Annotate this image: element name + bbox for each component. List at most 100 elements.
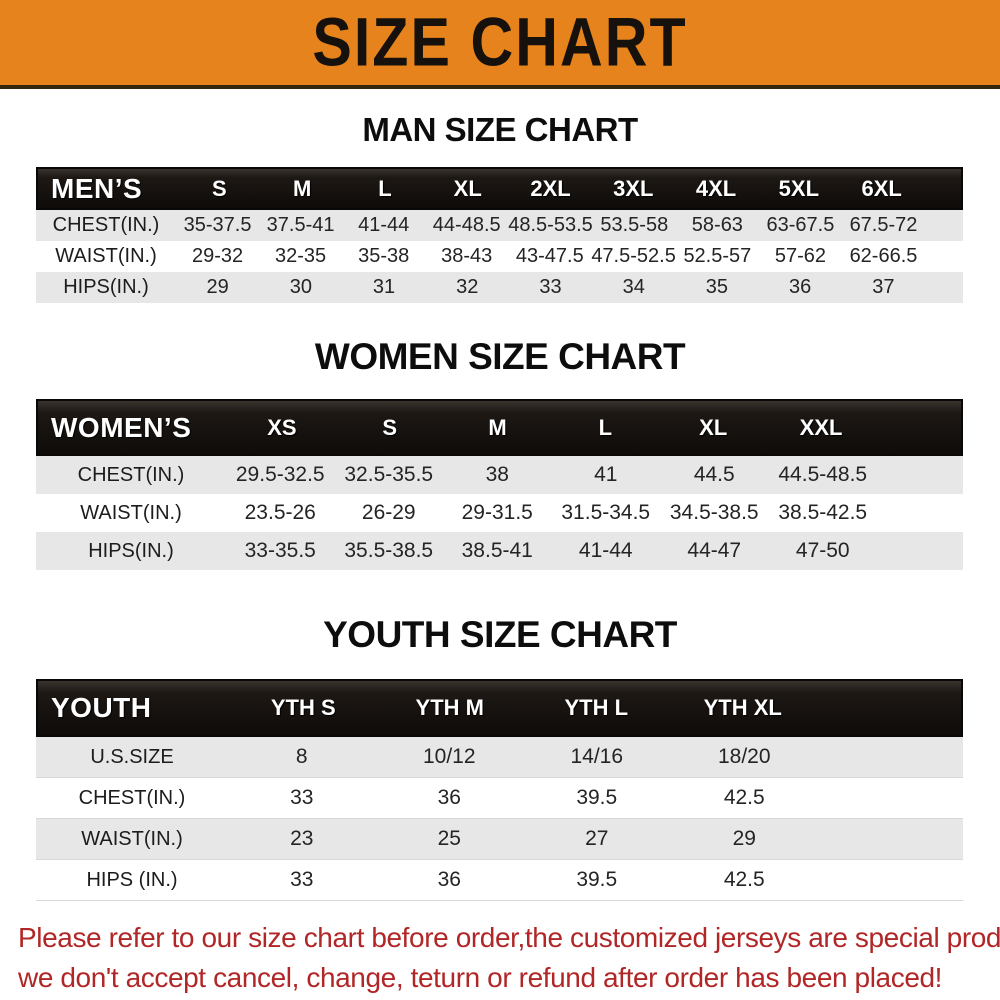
row-label: HIPS (IN.)	[86, 868, 178, 891]
size-column-header: XL	[453, 175, 482, 201]
table-cell: 44.5-48.5	[778, 463, 868, 486]
size-column-header: L	[378, 175, 392, 201]
size-column-header: YTH XL	[703, 695, 782, 720]
table-cell: 57-62	[774, 245, 826, 267]
youth-group-label: YOUTH	[51, 692, 152, 723]
table-cell: 29	[206, 276, 229, 298]
table-cell: 41	[594, 463, 618, 486]
table-cell: 38-43	[441, 245, 493, 267]
men-size-table: MEN’S S M L XL 2XL 3XL 4XL 5XL 6XL CHEST(IN.) 35-37…	[36, 167, 963, 303]
table-cell: 43-47.5	[515, 245, 584, 267]
table-cell: 35-38	[358, 245, 410, 267]
row-label: CHEST(IN.)	[78, 786, 186, 809]
order-policy-line-1: Please refer to our size chart before or…	[18, 922, 1000, 953]
size-column-header: S	[212, 175, 227, 201]
table-cell: 23	[290, 827, 314, 850]
table-cell: 44-47	[687, 539, 742, 562]
row-label: WAIST(IN.)	[81, 827, 183, 850]
men-table-header-bar: MEN’S S M L XL 2XL 3XL 4XL 5XL 6XL	[36, 167, 963, 210]
table-cell: 38.5-42.5	[778, 501, 868, 524]
table-row: CHEST(IN.) 29.5-32.5 32.5-35.5 38 41 44.5 44.5…	[36, 456, 963, 494]
size-column-header: XXL	[799, 414, 843, 440]
size-column-header: XL	[699, 414, 728, 440]
size-column-header: S	[382, 414, 398, 440]
youth-table-header-bar: YOUTH YTH S YTH M YTH L YTH XL	[36, 679, 963, 737]
table-cell: 35-37.5	[183, 214, 252, 236]
size-column-header: YTH M	[415, 695, 484, 720]
table-cell: 32.5-35.5	[344, 463, 434, 486]
banner-title: SIZE CHART	[312, 4, 688, 81]
table-cell: 39.5	[576, 786, 618, 809]
table-cell: 23.5-26	[244, 501, 316, 524]
size-column-header: XS	[267, 414, 297, 440]
table-cell: 58-63	[691, 214, 743, 236]
table-cell: 52.5-57	[683, 245, 752, 267]
table-cell: 36	[789, 276, 812, 298]
table-cell: 33-35.5	[244, 539, 316, 562]
row-label: CHEST(IN.)	[52, 214, 160, 236]
table-cell: 44-48.5	[432, 214, 501, 236]
youth-size-table: YOUTH YTH S YTH M YTH L YTH XL U.S.SIZE 8 10/12…	[36, 679, 963, 901]
women-group-label: WOMEN’S	[51, 411, 192, 443]
table-row: U.S.SIZE 8 10/12 14/16 18/20	[36, 737, 963, 778]
table-cell: 35.5-38.5	[344, 539, 434, 562]
size-chart-banner: SIZE CHART	[0, 0, 1000, 89]
order-policy-note: Please refer to our size chart before or…	[18, 918, 1000, 998]
table-row: HIPS (IN.) 33 36 39.5 42.5	[36, 860, 963, 901]
size-column-header: M	[488, 414, 507, 440]
table-row: WAIST(IN.) 29-32 32-35 35-38 38-43 43-47.5 47.…	[36, 241, 963, 272]
row-label: CHEST(IN.)	[77, 463, 185, 486]
table-cell: 36	[437, 868, 461, 891]
table-cell: 34	[622, 276, 645, 298]
table-cell: 38	[485, 463, 509, 486]
youth-table-body: U.S.SIZE 8 10/12 14/16 18/20 CHEST(IN.) 33 36 39…	[36, 737, 963, 901]
table-cell: 8	[295, 745, 308, 768]
table-cell: 47-50	[795, 539, 850, 562]
row-label: HIPS(IN.)	[63, 276, 149, 298]
table-cell: 27	[585, 827, 609, 850]
table-row: WAIST(IN.) 23 25 27 29	[36, 819, 963, 860]
man-section-title: MAN SIZE CHART	[362, 111, 638, 148]
youth-section-title: YOUTH SIZE CHART	[323, 614, 677, 655]
table-cell: 35	[705, 276, 729, 298]
table-cell: 62-66.5	[849, 245, 918, 267]
table-cell: 30	[289, 276, 312, 298]
size-column-header: 2XL	[530, 175, 571, 201]
table-cell: 53.5-58	[600, 214, 669, 236]
table-cell: 14/16	[570, 745, 624, 768]
table-row: CHEST(IN.) 35-37.5 37.5-41 41-44 44-48.5 48.5…	[36, 210, 963, 241]
women-table-body: CHEST(IN.) 29.5-32.5 32.5-35.5 38 41 44.5 44.5…	[36, 456, 963, 570]
table-cell: 33	[290, 868, 314, 891]
women-size-table: WOMEN’S XS S M L XL XXL CHEST(IN.) 29.5-32.5 32.5…	[36, 399, 963, 570]
table-cell: 67.5-72	[849, 214, 918, 236]
table-row: HIPS(IN.) 29 30 31 32 33 34 35 36 37	[36, 272, 963, 303]
row-label: HIPS(IN.)	[88, 539, 174, 562]
size-column-header: YTH L	[564, 695, 629, 720]
table-cell: 36	[437, 786, 461, 809]
size-column-header: L	[598, 414, 613, 440]
table-cell: 33	[290, 786, 314, 809]
table-cell: 29-32	[191, 245, 244, 267]
table-row: CHEST(IN.) 33 36 39.5 42.5	[36, 778, 963, 819]
table-cell: 42.5	[723, 786, 765, 809]
table-cell: 31	[372, 276, 396, 298]
table-row: WAIST(IN.) 23.5-26 26-29 29-31.5 31.5-34.5 34…	[36, 494, 963, 532]
table-cell: 26-29	[361, 501, 416, 524]
table-cell: 41-44	[578, 539, 633, 562]
size-column-header: 3XL	[613, 175, 654, 201]
table-cell: 47.5-52.5	[591, 245, 676, 267]
size-column-header: M	[293, 175, 312, 201]
table-cell: 32	[456, 276, 479, 298]
table-cell: 39.5	[576, 868, 618, 891]
women-table-header-bar: WOMEN’S XS S M L XL XXL	[36, 399, 963, 456]
size-column-header: 6XL	[861, 175, 902, 201]
row-label: U.S.SIZE	[90, 745, 174, 768]
table-cell: 41-44	[358, 214, 410, 236]
table-cell: 34.5-38.5	[669, 501, 759, 524]
table-cell: 18/20	[717, 745, 771, 768]
size-column-header: 4XL	[695, 175, 737, 201]
table-row: HIPS(IN.) 33-35.5 35.5-38.5 38.5-41 41-44 44-…	[36, 532, 963, 570]
table-cell: 38.5-41	[461, 539, 533, 562]
table-cell: 37.5-41	[266, 214, 335, 236]
